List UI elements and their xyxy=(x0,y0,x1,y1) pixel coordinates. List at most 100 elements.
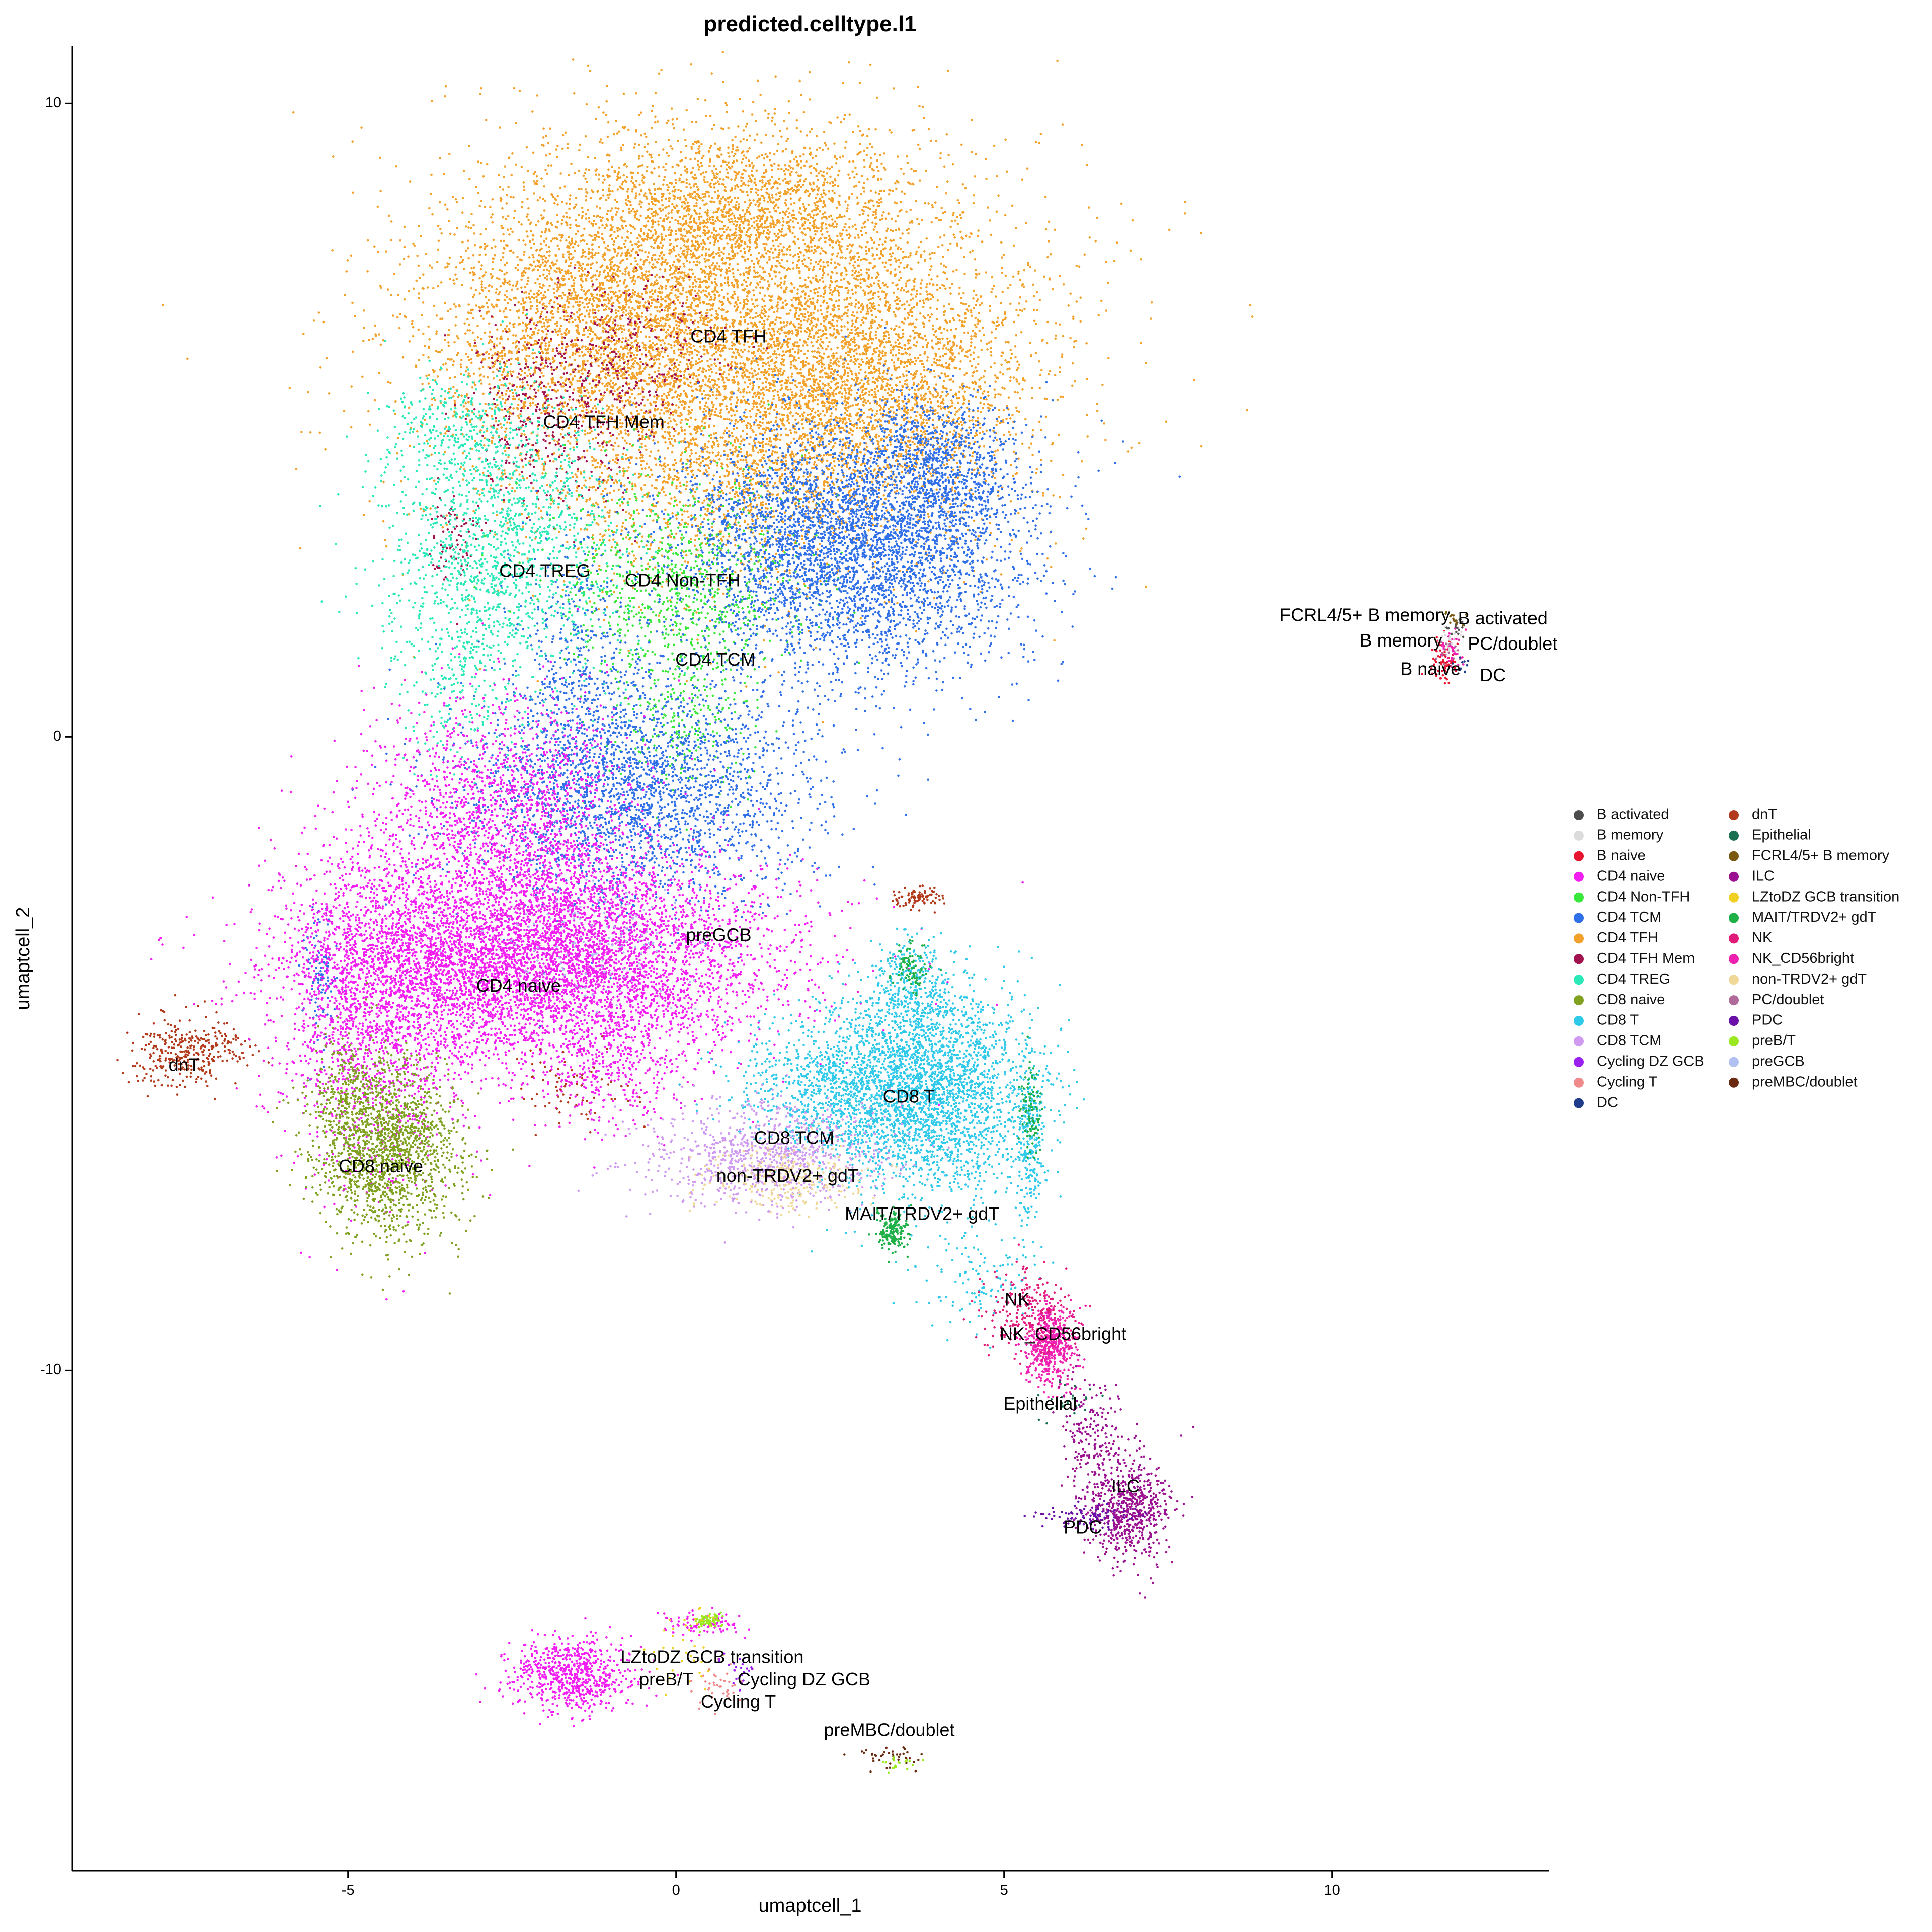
cluster-label-lztodz-gcb-transition: LZtoDZ GCB transition xyxy=(620,1647,803,1667)
legend-swatch xyxy=(1574,933,1584,944)
x-tick-label: 0 xyxy=(672,1882,680,1898)
legend-item-cycling-t: Cycling T xyxy=(1574,1074,1658,1090)
legend-label: B activated xyxy=(1597,807,1669,823)
cluster-label-cd4-tfh-mem: CD4 TFH Mem xyxy=(543,412,665,432)
legend-label: NK xyxy=(1752,930,1773,946)
cluster-label-pregcb: preGCB xyxy=(686,924,751,945)
legend-item-pdc: PDC xyxy=(1729,1012,1783,1028)
cluster-label-cd4-non-tfh: CD4 Non-TFH xyxy=(625,570,741,590)
points-layer xyxy=(116,51,1470,1774)
legend-swatch xyxy=(1729,1016,1739,1026)
legend-item-cd4-tcm: CD4 TCM xyxy=(1574,909,1661,925)
legend-label: dnT xyxy=(1752,807,1777,823)
point-cluster-cd8-t xyxy=(678,993,1004,1189)
x-axis-title: umaptcell_1 xyxy=(759,1895,862,1916)
cluster-label-b-naive: B naive xyxy=(1400,659,1461,679)
point-cluster-cd4-tfh xyxy=(328,126,898,512)
legend-swatch xyxy=(1729,995,1739,1006)
point-cluster-pregcb xyxy=(439,862,704,1025)
legend: B activated B memory B naive CD4 naive CD4 N… xyxy=(1574,807,1899,1110)
point-cluster-cd4-naive xyxy=(475,1617,679,1728)
legend-swatch xyxy=(1729,830,1739,841)
legend-item-cd4-naive: CD4 naive xyxy=(1574,868,1665,884)
point-cluster-cd8-tcm xyxy=(577,1074,950,1244)
cluster-label-ilc: ILC xyxy=(1111,1476,1140,1496)
legend-swatch xyxy=(1574,871,1584,882)
legend-swatch xyxy=(1574,1016,1584,1026)
axes xyxy=(71,46,1549,1872)
cluster-label-cd4-tcm: CD4 TCM xyxy=(675,649,755,670)
legend-swatch xyxy=(1574,954,1584,964)
point-cluster-fcrl4-5-b-memory xyxy=(1444,611,1468,627)
point-cluster-cd4-tfh-mem xyxy=(426,477,492,625)
x-tick-label: 10 xyxy=(1324,1882,1340,1898)
point-cluster-cycling-dz-gcb xyxy=(714,1650,754,1692)
point-cluster-mait-trdv2-gdt xyxy=(1017,1035,1043,1159)
legend-label: ILC xyxy=(1752,868,1775,884)
legend-swatch xyxy=(1574,830,1584,841)
y-tick-label: -10 xyxy=(40,1361,61,1378)
legend-item-pregcb: preGCB xyxy=(1729,1053,1805,1069)
legend-label: DC xyxy=(1597,1094,1618,1110)
point-cluster-b-activated xyxy=(1445,618,1466,638)
point-cluster-lztodz-gcb-transition xyxy=(643,1607,725,1696)
legend-label: CD4 TFH Mem xyxy=(1597,950,1695,967)
point-cluster-cd4-naive xyxy=(505,974,722,1169)
point-cluster-pc-doublet xyxy=(1435,641,1461,668)
cluster-label-nk-cd56bright: NK_CD56bright xyxy=(1000,1324,1126,1344)
legend-item-fcrl4-5-b-memory: FCRL4/5+ B memory xyxy=(1729,847,1890,863)
legend-item-cd4-tfh-mem: CD4 TFH Mem xyxy=(1574,950,1695,967)
point-cluster-preb-t xyxy=(882,1756,925,1774)
legend-item-b-naive: B naive xyxy=(1574,847,1646,863)
legend-label: preGCB xyxy=(1752,1053,1805,1069)
cluster-label-dnt: dnT xyxy=(169,1055,200,1075)
legend-item-ilc: ILC xyxy=(1729,868,1775,884)
legend-item-dnt: dnT xyxy=(1729,807,1777,823)
legend-swatch xyxy=(1574,975,1584,985)
legend-swatch xyxy=(1729,954,1739,964)
point-cluster-dnt xyxy=(170,1021,270,1068)
legend-swatch xyxy=(1574,1098,1584,1108)
point-cluster-prembc-doublet xyxy=(843,1746,923,1773)
cluster-label-fcrl4-5-b-memory: FCRL4/5+ B memory xyxy=(1279,605,1450,625)
legend-label: LZtoDZ GCB transition xyxy=(1752,889,1899,905)
legend-label: NK_CD56bright xyxy=(1752,950,1854,967)
point-cluster-ilc xyxy=(1052,1354,1137,1521)
legend-label: Cycling T xyxy=(1597,1074,1658,1090)
point-cluster-non-trdv2-gdt xyxy=(688,1122,898,1218)
legend-swatch xyxy=(1729,913,1739,923)
point-cluster-cd4-non-tfh xyxy=(580,607,778,831)
legend-label: non-TRDV2+ gdT xyxy=(1752,971,1867,987)
legend-label: CD4 TFH xyxy=(1597,930,1658,946)
legend-label: CD8 naive xyxy=(1597,992,1665,1008)
cluster-label-cycling-dz-gcb: Cycling DZ GCB xyxy=(738,1669,870,1689)
cluster-label-cycling-t: Cycling T xyxy=(701,1691,776,1712)
point-cluster-cd4-naive xyxy=(223,745,527,1301)
legend-swatch xyxy=(1729,1077,1739,1088)
y-tick-label: 0 xyxy=(53,728,61,744)
legend-item-nk-cd56bright: NK_CD56bright xyxy=(1729,950,1854,967)
ticks-layer: -5 0 5 10 10 0 -10 xyxy=(40,95,1340,1898)
legend-swatch xyxy=(1574,1077,1584,1088)
legend-swatch xyxy=(1729,810,1739,820)
point-cluster-dnt xyxy=(116,994,254,1101)
point-cluster-epithelial xyxy=(1037,1381,1104,1425)
legend-label: preB/T xyxy=(1752,1033,1796,1049)
legend-label: PDC xyxy=(1752,1012,1783,1028)
legend-swatch xyxy=(1729,975,1739,985)
legend-label: CD4 naive xyxy=(1597,868,1665,884)
cluster-label-cd4-treg: CD4 TREG xyxy=(499,560,590,581)
point-cluster-cd4-tfh xyxy=(439,72,1037,349)
legend-swatch xyxy=(1574,1057,1584,1067)
legend-swatch xyxy=(1574,810,1584,820)
legend-label: CD4 TCM xyxy=(1597,909,1661,925)
cluster-label-pdc: PDC xyxy=(1064,1517,1102,1538)
cluster-label-non-trdv2-gdt: non-TRDV2+ gdT xyxy=(716,1165,859,1186)
point-cluster-ilc xyxy=(1064,1423,1195,1599)
legend-swatch xyxy=(1729,871,1739,882)
cluster-labels-layer: CD4 TFH CD4 TFH Mem CD4 TREG CD4 Non-TFH CD4… xyxy=(169,326,1558,1740)
legend-item-epithelial: Epithelial xyxy=(1729,827,1811,843)
legend-label: CD8 T xyxy=(1597,1012,1639,1028)
legend-swatch xyxy=(1574,1036,1584,1046)
